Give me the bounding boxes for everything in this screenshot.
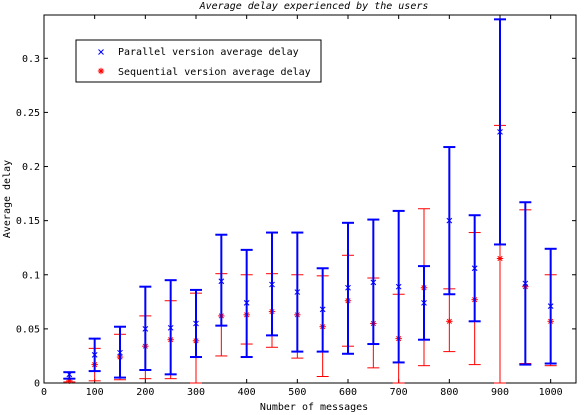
parallel-series (63, 18, 557, 380)
x-tick-label: 500 (288, 387, 306, 398)
y-tick-label: 0 (34, 379, 40, 390)
legend-label-parallel: Parallel version average delay (118, 47, 299, 58)
x-tick-label: 100 (86, 387, 104, 398)
parallel-point (370, 279, 377, 286)
x-tick-label: 800 (440, 387, 458, 398)
parallel-point (345, 284, 351, 291)
chart-title: Average delay experienced by the users (199, 1, 429, 12)
parallel-point (218, 278, 225, 285)
legend-box (75, 39, 322, 83)
parallel-point (471, 265, 478, 272)
parallel-point (294, 289, 301, 295)
x-tick-label: 900 (491, 387, 509, 398)
sequential-point (446, 318, 453, 325)
legend: Parallel version average delay Sequentia… (75, 39, 322, 83)
x-tick-label: 600 (339, 387, 357, 398)
parallel-point (142, 326, 149, 332)
y-axis-label: Average delay (2, 160, 13, 238)
parallel-point (497, 129, 503, 135)
y-tick-label: 0.2 (22, 162, 40, 173)
parallel-point (117, 349, 123, 356)
parallel-point (91, 352, 98, 358)
x-tick-label: 400 (238, 387, 256, 398)
x-tick-label: 200 (136, 387, 154, 398)
sequential-point (496, 255, 504, 262)
parallel-point (522, 280, 529, 287)
x-tick-label: 0 (41, 387, 47, 398)
legend-marker-sequential (97, 67, 105, 75)
legend-x-marker (98, 49, 104, 55)
parallel-point (269, 281, 275, 288)
y-tick-label: 0.3 (22, 54, 40, 65)
legend-label-sequential: Sequential version average delay (118, 67, 311, 78)
parallel-point (421, 300, 427, 306)
parallel-point (193, 320, 199, 327)
parallel-point (243, 300, 250, 306)
parallel-point (167, 324, 174, 331)
x-tick-label: 300 (187, 387, 205, 398)
parallel-point (547, 303, 554, 310)
parallel-point (66, 371, 73, 378)
parallel-point (446, 217, 453, 224)
ticks-layer: 0 100 200 300 400 500 600 700 800 900 1000 0 0.05 0.1… (16, 15, 576, 398)
x-tick-label: 1000 (539, 387, 563, 398)
x-axis-label: Number of messages (260, 402, 368, 413)
legend-star-marker (97, 67, 105, 75)
y-tick-label: 0.05 (16, 324, 40, 335)
legend-marker-parallel (98, 49, 104, 55)
y-tick-label: 0.25 (16, 108, 40, 119)
parallel-point (319, 306, 326, 313)
y-tick-label: 0.1 (22, 270, 40, 281)
y-tick-label: 0.15 (16, 216, 40, 227)
parallel-point (395, 283, 402, 290)
x-tick-label: 700 (390, 387, 408, 398)
